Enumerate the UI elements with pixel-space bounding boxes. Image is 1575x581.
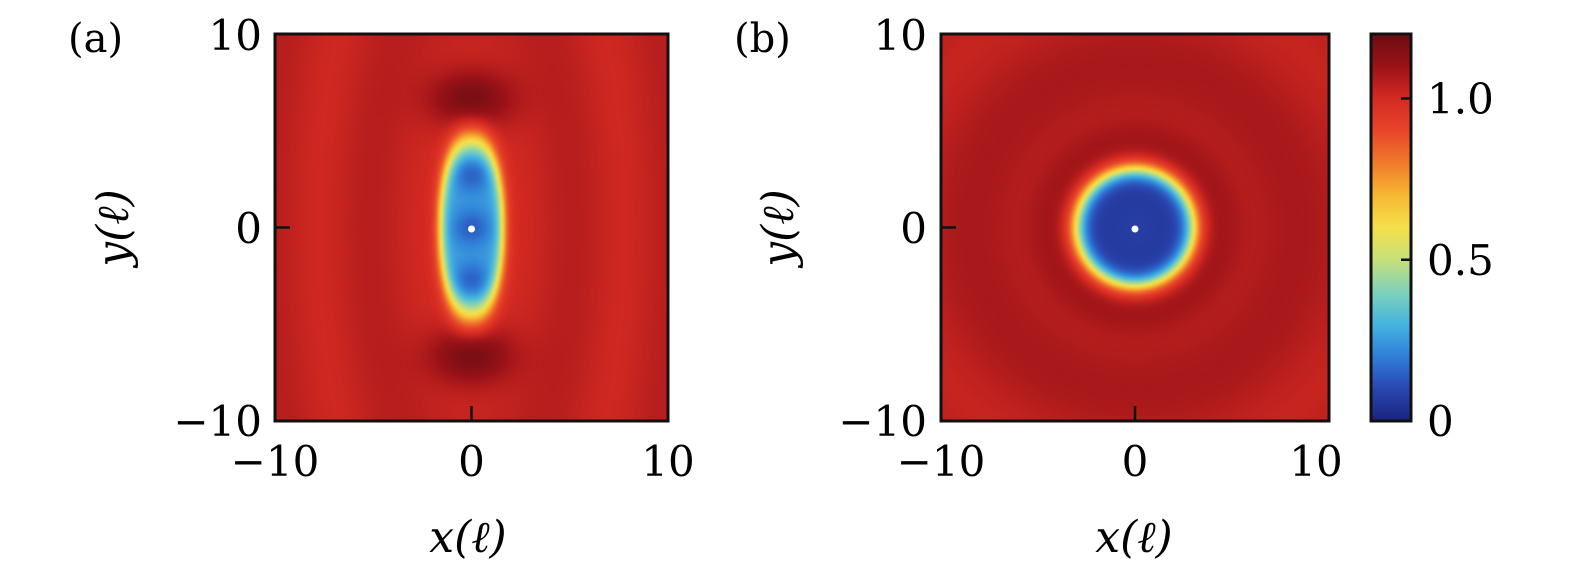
xtick-label-a-mid: 0 [458,437,485,486]
ytick-label-a-mid: 0 [235,204,262,253]
colorbar-gradient [1369,32,1413,423]
xtick-label-b-mid: 0 [1122,437,1149,486]
center-marker-b [1131,225,1139,233]
ylabel-a: y(ℓ) [88,189,139,269]
panel-label-b: (b) [734,16,791,62]
xtick-label-a-right: 10 [641,437,694,486]
ytick-label-b-mid: 0 [900,204,927,253]
ytick-label-a-bot: −10 [173,397,262,446]
colorbar-tick-label: 0.5 [1427,236,1494,285]
colorbar-ticks: 0 0.5 1.0 [1401,75,1494,446]
xtick-label-b-right: 10 [1289,437,1342,486]
panel-label-a: (a) [68,16,123,62]
xtick-label-a-left: −10 [231,437,320,486]
xlabel-b: x(ℓ) [1095,512,1172,563]
ytick-label-b-bot: −10 [838,397,927,446]
xlabel-a: x(ℓ) [429,512,506,563]
ytick-label-a-top: 10 [209,11,262,60]
xtick-label-b-left: −10 [897,437,986,486]
center-marker-a [468,225,475,233]
colorbar-tick-label: 0 [1427,397,1454,446]
panel-a: (a) 10 0 −10 −10 0 10 x(ℓ) y(ℓ) [68,11,695,563]
ytick-label-b-top: 10 [874,11,927,60]
colorbar: 0 0.5 1.0 [1369,32,1494,446]
colorbar-tick-label: 1.0 [1427,75,1494,124]
panel-b: (b) 10 0 −10 −10 0 10 x(ℓ) y(ℓ) [734,11,1343,563]
ylabel-b: y(ℓ) [753,189,804,269]
